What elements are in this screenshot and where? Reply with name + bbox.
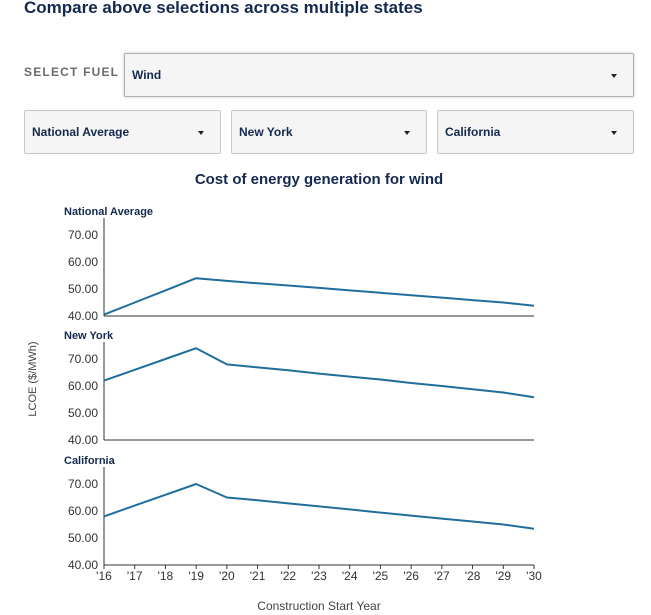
- chevron-down-icon: [611, 131, 617, 135]
- y-tick-label: 60.00: [68, 255, 98, 269]
- y-tick-label: 70.00: [68, 352, 98, 366]
- y-tick-label: 40.00: [68, 433, 98, 447]
- y-axis-label: LCOE ($/MWh): [27, 341, 39, 416]
- x-tick-label: '17: [127, 569, 143, 583]
- x-tick-label: '26: [403, 569, 419, 583]
- y-tick-label: 70.00: [68, 228, 98, 242]
- y-tick-label: 50.00: [68, 282, 98, 296]
- series-line: [103, 277, 535, 316]
- chart-title: Cost of energy generation for wind: [195, 171, 443, 188]
- state-select-2[interactable]: New York: [231, 110, 427, 154]
- y-tick-label: 50.00: [68, 406, 98, 420]
- x-tick-label: '28: [465, 569, 481, 583]
- y-tick-label: 40.00: [68, 309, 98, 323]
- series-title: New York: [64, 330, 114, 342]
- state-select-3-value: California: [445, 125, 501, 139]
- x-tick-label: '20: [219, 569, 235, 583]
- y-tick-label: 60.00: [68, 379, 98, 393]
- y-tick-label: 40.00: [68, 558, 98, 572]
- x-tick-label: '21: [250, 569, 266, 583]
- x-tick-label: '19: [188, 569, 204, 583]
- series-line: [103, 347, 535, 399]
- y-tick-label: 50.00: [68, 531, 98, 545]
- x-tick-label: '25: [373, 569, 389, 583]
- x-tick-label: '16: [96, 569, 112, 583]
- x-tick-label: '29: [495, 569, 511, 583]
- fuel-select[interactable]: Wind: [124, 53, 634, 97]
- select-fuel-label: SELECT FUEL: [24, 65, 120, 79]
- chevron-down-icon: [611, 74, 617, 78]
- x-tick-label: '22: [280, 569, 296, 583]
- state-select-1[interactable]: National Average: [24, 110, 221, 154]
- x-tick-label: '24: [342, 569, 358, 583]
- fuel-select-value: Wind: [132, 68, 162, 82]
- y-tick-label: 60.00: [68, 504, 98, 518]
- chevron-down-icon: [198, 131, 204, 135]
- state-select-2-value: New York: [239, 125, 293, 139]
- x-tick-label: '27: [434, 569, 450, 583]
- x-axis-label: Construction Start Year: [257, 599, 380, 613]
- state-select-3[interactable]: California: [437, 110, 634, 154]
- y-tick-label: 70.00: [68, 477, 98, 491]
- x-tick-label: '18: [158, 569, 174, 583]
- series-title: National Average: [64, 206, 153, 218]
- x-tick-label: '30: [526, 569, 542, 583]
- section-heading: Compare above selections across multiple…: [24, 0, 423, 17]
- x-tick-label: '23: [311, 569, 327, 583]
- series-title: California: [64, 455, 116, 467]
- state-select-1-value: National Average: [32, 125, 130, 139]
- chevron-down-icon: [404, 131, 410, 135]
- series-line: [103, 483, 535, 530]
